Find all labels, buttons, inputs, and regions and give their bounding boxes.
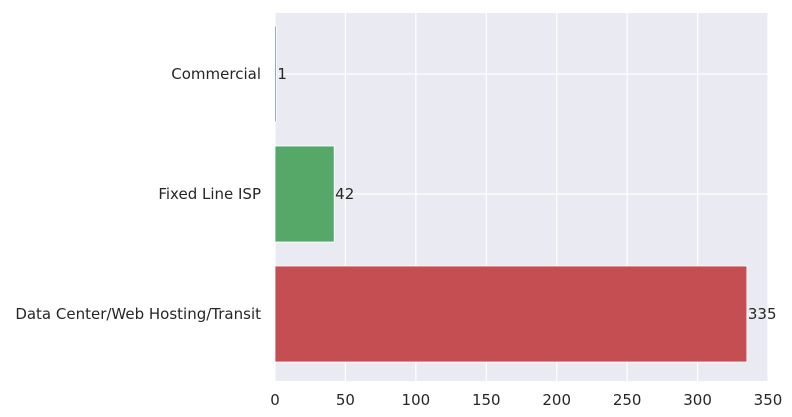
x-tick-label-150: 150: [472, 391, 501, 409]
x-tick-label-350: 350: [754, 391, 783, 409]
x-tick-label-0: 0: [270, 391, 280, 409]
x-tick-label-300: 300: [683, 391, 712, 409]
category-labels: Commercial Fixed Line ISP Data Center/Web …: [15, 65, 261, 323]
x-axis-ticks: 0 50 100 150 200 250 300 350: [270, 391, 782, 409]
bar-1: [274, 145, 335, 243]
x-tick-label-200: 200: [542, 391, 571, 409]
x-tick-label-100: 100: [402, 391, 431, 409]
category-label-2: Data Center/Web Hosting/Transit: [15, 305, 261, 323]
bars: [274, 25, 748, 363]
data-labels: 1 42 335: [277, 65, 776, 323]
data-label-2: 335: [748, 305, 777, 323]
x-tick-label-50: 50: [336, 391, 355, 409]
x-tick-label-250: 250: [613, 391, 642, 409]
category-label-1: Fixed Line ISP: [158, 185, 261, 203]
data-label-0: 1: [277, 65, 287, 83]
bar-0: [274, 25, 277, 123]
bar-2: [274, 265, 748, 363]
category-label-0: Commercial: [171, 65, 261, 83]
data-label-1: 42: [335, 185, 354, 203]
